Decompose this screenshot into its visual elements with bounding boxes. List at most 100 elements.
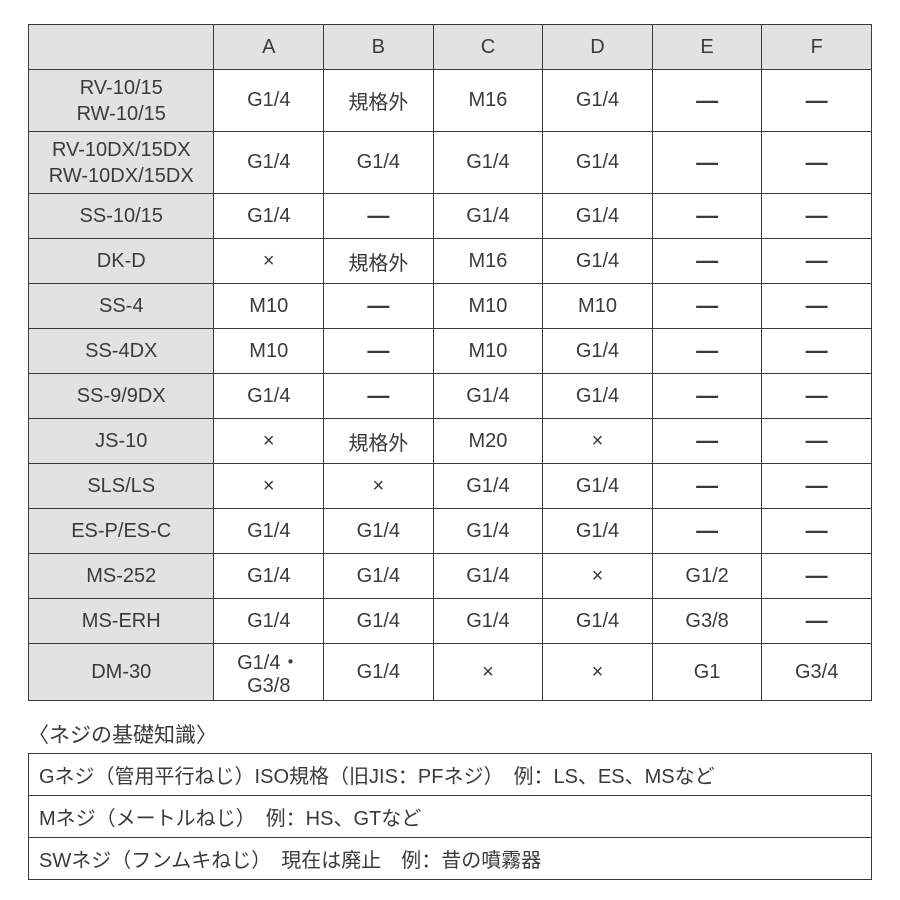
cell: G1/4 <box>324 509 434 554</box>
cell: M10 <box>433 329 543 374</box>
cell: — <box>652 132 762 194</box>
cell: × <box>214 239 324 284</box>
table-row: DK-D×規格外M16G1/4—— <box>29 239 872 284</box>
cell: — <box>762 554 872 599</box>
row-label: RV-10/15RW-10/15 <box>29 70 214 132</box>
cell: G3/8 <box>652 599 762 644</box>
row-label: SS-10/15 <box>29 194 214 239</box>
cell: G1/4 <box>543 239 653 284</box>
cell: × <box>433 644 543 701</box>
cell: G1/4 <box>433 464 543 509</box>
cell: — <box>652 284 762 329</box>
cell: × <box>543 554 653 599</box>
cell: 規格外 <box>324 419 434 464</box>
cell: × <box>324 464 434 509</box>
cell: — <box>762 599 872 644</box>
cell: G1/4 <box>543 132 653 194</box>
header-col: D <box>543 25 653 70</box>
row-label: JS-10 <box>29 419 214 464</box>
row-label: SS-9/9DX <box>29 374 214 419</box>
notes-line: Gネジ（管用平行ねじ）ISO規格（旧JIS：PFネジ） 例：LS、ES、MSなど <box>29 754 872 796</box>
cell: — <box>762 329 872 374</box>
table-row: MS-ERHG1/4G1/4G1/4G1/4G3/8— <box>29 599 872 644</box>
cell: — <box>762 374 872 419</box>
cell: × <box>214 464 324 509</box>
cell: M16 <box>433 239 543 284</box>
cell: — <box>652 239 762 284</box>
cell: — <box>652 374 762 419</box>
cell: G1/4 <box>324 644 434 701</box>
row-label: MS-ERH <box>29 599 214 644</box>
cell: G1/4 <box>324 599 434 644</box>
table-header-row: A B C D E F <box>29 25 872 70</box>
cell: — <box>762 419 872 464</box>
cell: G1/4 <box>543 509 653 554</box>
cell: G1/2 <box>652 554 762 599</box>
cell: G3/4 <box>762 644 872 701</box>
cell: G1/4 <box>433 599 543 644</box>
cell: — <box>762 194 872 239</box>
cell: G1/4 <box>214 374 324 419</box>
table-row: MS-252G1/4G1/4G1/4×G1/2— <box>29 554 872 599</box>
cell: — <box>762 132 872 194</box>
cell: G1/4 <box>214 554 324 599</box>
notes-line: SWネジ（フンムキねじ） 現在は廃止 例：昔の噴霧器 <box>29 838 872 880</box>
cell: — <box>762 284 872 329</box>
row-label: MS-252 <box>29 554 214 599</box>
table-row: RV-10/15RW-10/15G1/4規格外M16G1/4—— <box>29 70 872 132</box>
table-row: SS-4M10—M10M10—— <box>29 284 872 329</box>
row-label: SS-4 <box>29 284 214 329</box>
table-row: SS-10/15G1/4—G1/4G1/4—— <box>29 194 872 239</box>
table-row: DM-30G1/4・G3/8G1/4××G1G3/4 <box>29 644 872 701</box>
spec-table: A B C D E F RV-10/15RW-10/15G1/4規格外M16G1… <box>28 24 872 701</box>
cell: — <box>324 194 434 239</box>
cell: G1/4 <box>543 464 653 509</box>
cell: G1/4 <box>433 374 543 419</box>
cell: G1/4 <box>214 70 324 132</box>
cell: — <box>652 419 762 464</box>
cell: M10 <box>433 284 543 329</box>
cell: M10 <box>214 284 324 329</box>
cell: M16 <box>433 70 543 132</box>
cell: G1/4 <box>433 194 543 239</box>
cell: G1/4・G3/8 <box>214 644 324 701</box>
cell: G1/4 <box>543 599 653 644</box>
cell: — <box>652 464 762 509</box>
table-row: ES-P/ES-CG1/4G1/4G1/4G1/4—— <box>29 509 872 554</box>
row-label: RV-10DX/15DXRW-10DX/15DX <box>29 132 214 194</box>
header-col: A <box>214 25 324 70</box>
cell: × <box>543 419 653 464</box>
cell: — <box>324 329 434 374</box>
cell: — <box>324 284 434 329</box>
cell: — <box>324 374 434 419</box>
notes-table: Gネジ（管用平行ねじ）ISO規格（旧JIS：PFネジ） 例：LS、ES、MSなど… <box>28 753 872 880</box>
cell: — <box>652 70 762 132</box>
row-label: ES-P/ES-C <box>29 509 214 554</box>
cell: — <box>762 70 872 132</box>
cell: G1/4 <box>543 329 653 374</box>
row-label: DM-30 <box>29 644 214 701</box>
cell: G1/4 <box>433 509 543 554</box>
cell: — <box>762 509 872 554</box>
cell: G1/4 <box>324 554 434 599</box>
cell: 規格外 <box>324 239 434 284</box>
cell: G1/4 <box>543 194 653 239</box>
row-label: SS-4DX <box>29 329 214 374</box>
cell: M20 <box>433 419 543 464</box>
cell: × <box>543 644 653 701</box>
cell: × <box>214 419 324 464</box>
cell: G1 <box>652 644 762 701</box>
cell: M10 <box>214 329 324 374</box>
header-col: C <box>433 25 543 70</box>
row-label: SLS/LS <box>29 464 214 509</box>
cell: G1/4 <box>433 132 543 194</box>
cell: G1/4 <box>324 132 434 194</box>
cell: 規格外 <box>324 70 434 132</box>
cell: — <box>652 194 762 239</box>
cell: G1/4 <box>543 374 653 419</box>
table-row: SS-9/9DXG1/4—G1/4G1/4—— <box>29 374 872 419</box>
cell: — <box>652 509 762 554</box>
header-col: F <box>762 25 872 70</box>
cell: G1/4 <box>543 70 653 132</box>
table-row: SS-4DXM10—M10G1/4—— <box>29 329 872 374</box>
